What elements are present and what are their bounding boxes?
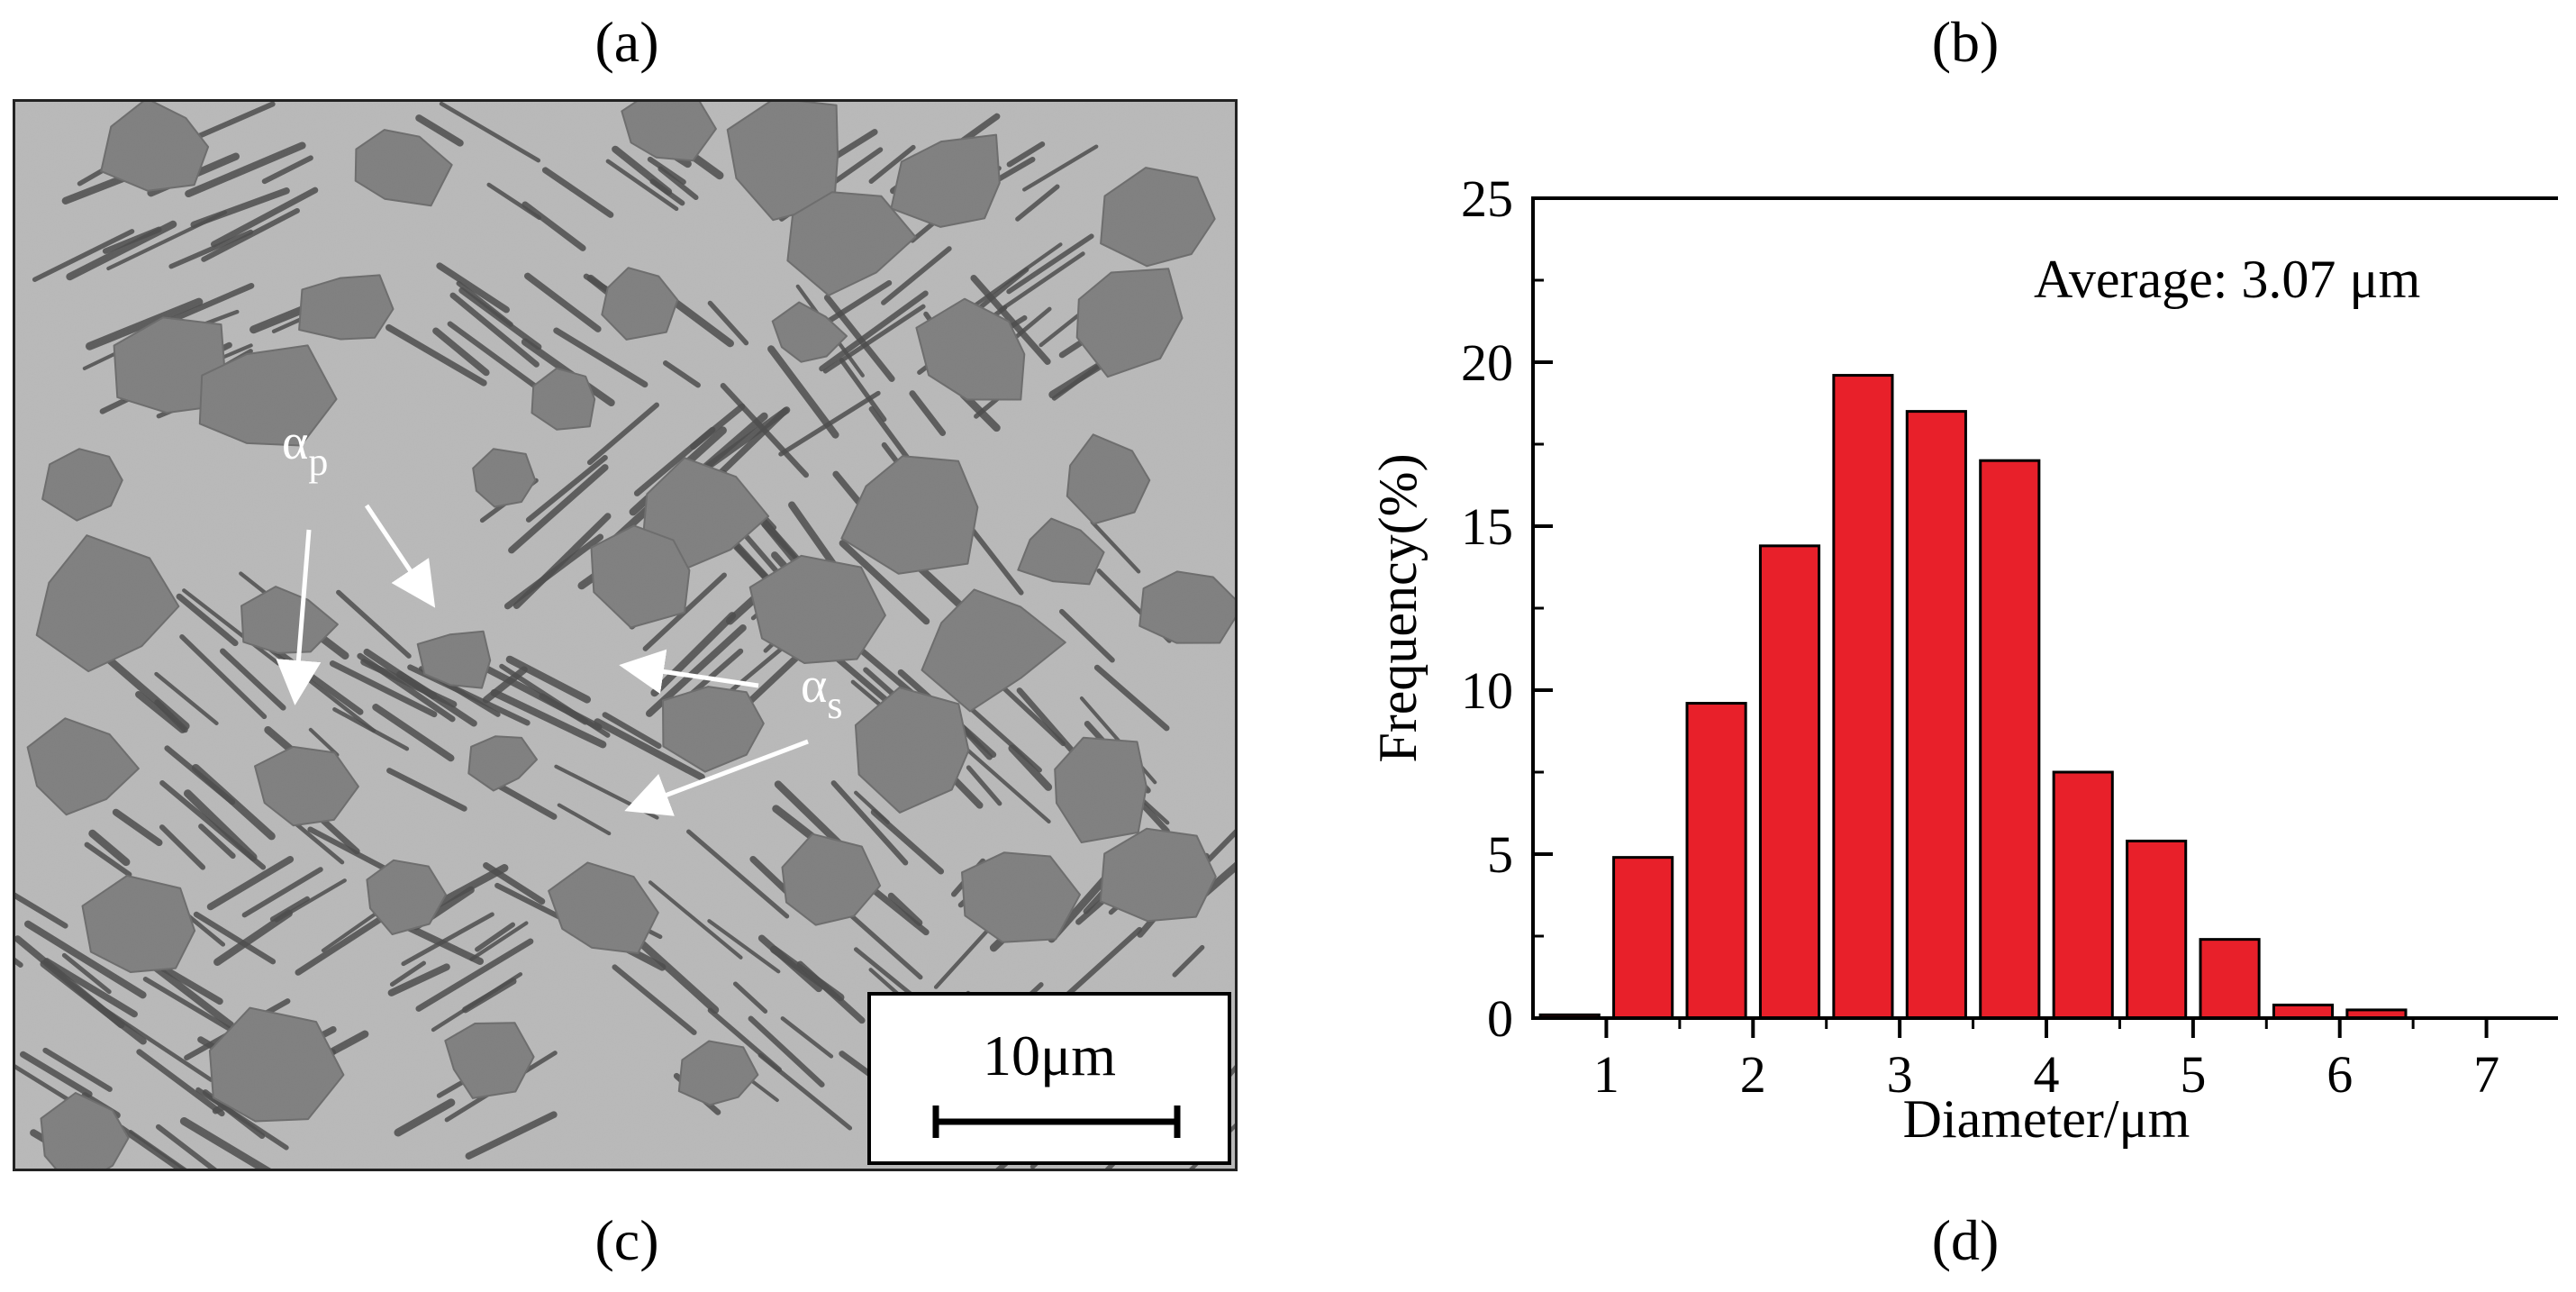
y-tick-label: 5 [1487,825,1513,884]
texture-overlay [15,102,1235,1169]
alpha-s-label: αs [801,658,842,727]
x-tick-label: 1 [1593,1045,1619,1104]
alpha-s-arrow-2 [624,739,809,816]
panel-label-b: (b) [1931,10,2000,74]
histogram-bar [1612,856,1674,1020]
histogram-bar [1979,459,2041,1020]
panel-label-a: (a) [594,10,659,74]
x-tick-label: 7 [2473,1045,2499,1104]
histogram-bar [1832,374,1894,1020]
scale-bar-label: 10μm [983,1024,1116,1087]
diameter-histogram: 0 5 10 15 20 25 1 2 3 4 5 6 7 Average: 3.07 μm Diame… [1368,169,2558,1149]
histogram-bar [2272,1003,2335,1020]
scale-bar: 10μm [867,992,1231,1165]
panel-label-c: (c) [594,1208,659,1272]
x-tick-label: 4 [2034,1045,2060,1104]
y-tick-label: 15 [1461,497,1513,556]
alpha-s-arrow-1 [619,649,759,695]
histogram-bar [1758,544,1821,1020]
panel-label-d: (d) [1931,1208,2000,1272]
alpha-p-arrow-2 [276,529,322,705]
y-tick-label: 25 [1461,169,1513,228]
scale-bar-box [867,992,1231,1165]
y-tick-label: 20 [1461,333,1513,392]
alpha-s-annotation: αs [619,649,842,816]
x-tick-label: 6 [2327,1045,2353,1104]
y-tick-label: 0 [1487,989,1513,1048]
y-axis-label: Frequency(%) [1368,453,1428,762]
alpha-p-label: αp [282,414,328,484]
histogram-bar [1905,410,1967,1020]
histogram-bars [1538,374,2408,1020]
chart-ticks: 0 5 10 15 20 25 1 2 3 4 5 6 7 [1461,169,2499,1104]
histogram-bar [2052,770,2114,1020]
alpha-p-annotation: αp [276,414,436,705]
histogram-bar [1685,702,1747,1020]
x-tick-label: 5 [2180,1045,2206,1104]
histogram-bar [2199,938,2261,1020]
average-annotation: Average: 3.07 μm [2034,250,2420,309]
x-axis-label: Diameter/μm [1903,1089,2191,1149]
x-tick-label: 3 [1887,1045,1913,1104]
micrograph-image: αp αs 10μm [15,102,1235,1169]
histogram-bar [2126,839,2188,1020]
sem-micrograph: αp αs 10μm [13,99,1238,1171]
alpha-p-arrow-1 [364,504,436,608]
x-tick-label: 2 [1740,1045,1766,1104]
y-tick-label: 10 [1461,661,1513,720]
